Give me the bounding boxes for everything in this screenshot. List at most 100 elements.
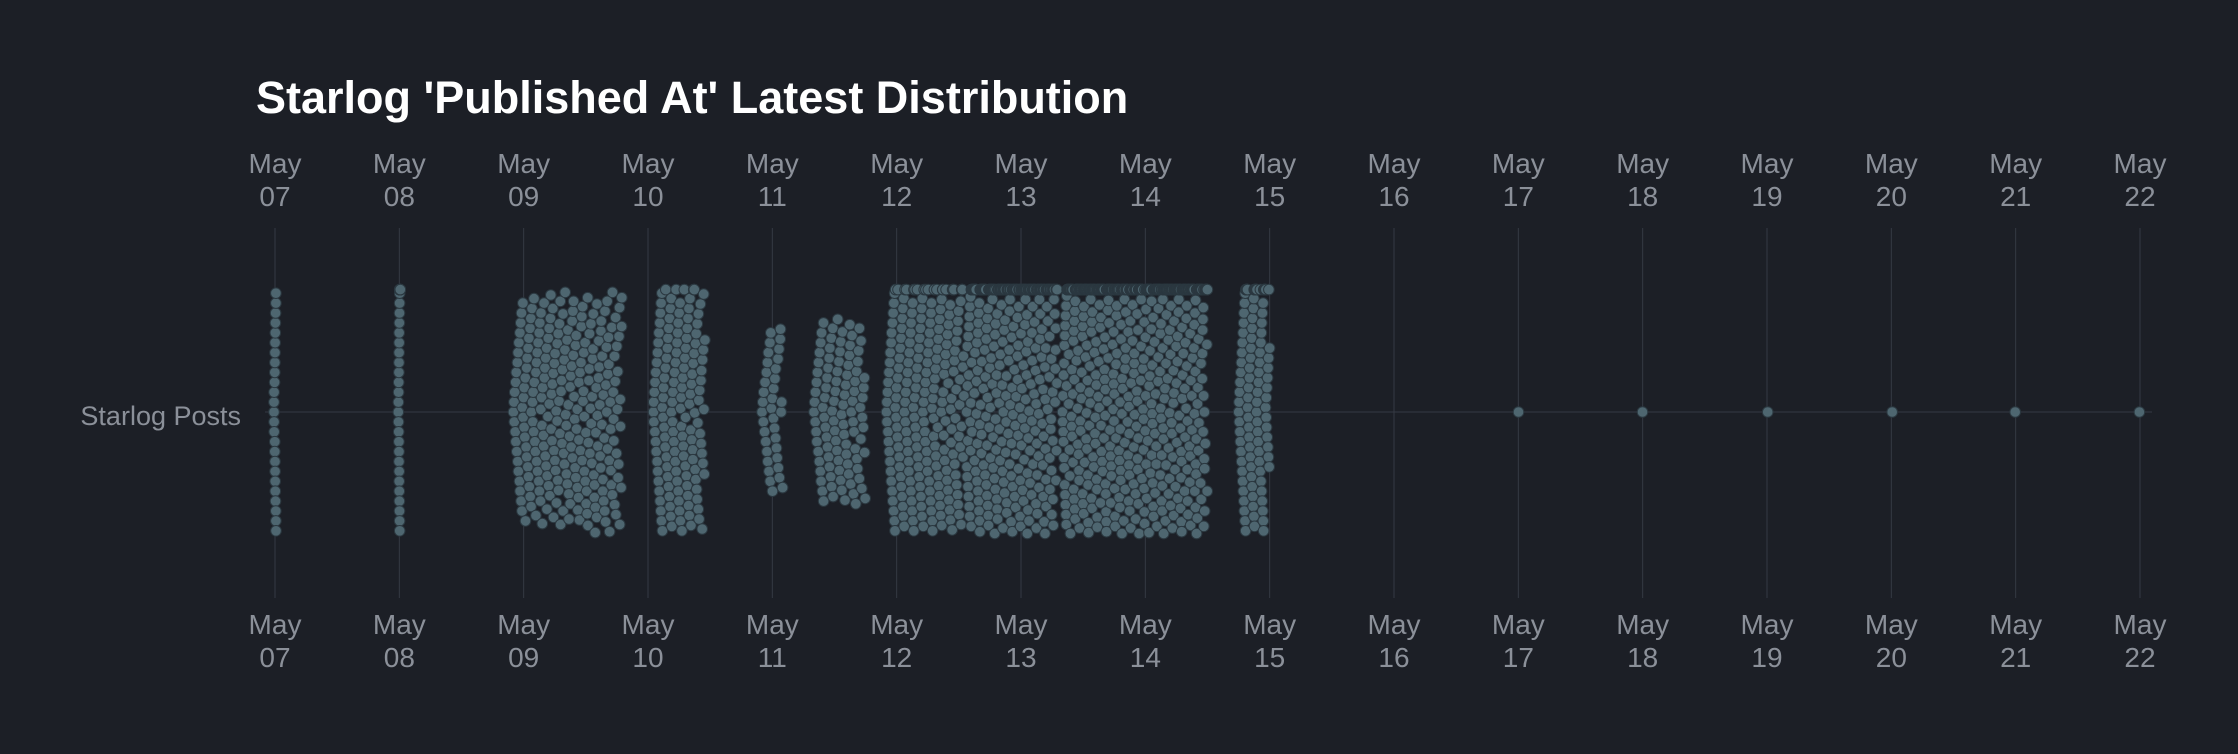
data-point — [270, 297, 282, 309]
data-point — [1047, 435, 1059, 447]
data-point — [608, 435, 620, 447]
data-point — [1144, 345, 1156, 357]
data-point — [1068, 373, 1081, 386]
data-point — [1132, 324, 1144, 336]
data-point — [1197, 390, 1210, 402]
data-point — [1015, 439, 1028, 452]
data-point — [1140, 303, 1152, 316]
data-point — [269, 317, 282, 329]
data-point — [613, 301, 626, 314]
data-point — [676, 525, 688, 537]
data-point — [1140, 492, 1153, 505]
data-point — [1160, 357, 1172, 370]
data-point — [1176, 392, 1189, 405]
data-point — [1051, 283, 1063, 296]
data-point — [1114, 474, 1127, 487]
data-point — [564, 498, 577, 510]
data-point — [594, 450, 607, 462]
tick-label-bottom-month: May — [373, 609, 426, 640]
data-point — [852, 355, 864, 368]
data-point — [567, 295, 580, 308]
data-point — [1198, 505, 1211, 517]
data-point — [393, 525, 406, 537]
data-point — [1077, 507, 1090, 520]
data-point — [988, 527, 1001, 540]
data-point — [1078, 456, 1091, 469]
data-point — [1189, 307, 1201, 319]
data-point — [1086, 306, 1099, 318]
data-point — [1154, 365, 1166, 378]
data-point — [1116, 408, 1128, 420]
data-point — [528, 292, 540, 305]
data-point — [1173, 409, 1185, 422]
data-point — [666, 520, 678, 533]
data-point — [918, 416, 930, 428]
data-point — [692, 308, 705, 320]
data-point — [1098, 432, 1110, 444]
tick-label-bottom-month: May — [1616, 609, 1669, 640]
data-point — [1188, 342, 1200, 354]
data-point — [1009, 448, 1022, 461]
data-point — [1201, 338, 1213, 351]
data-point — [903, 465, 915, 478]
data-point — [1190, 527, 1203, 540]
data-point — [954, 295, 967, 308]
data-point — [1049, 322, 1062, 335]
data-point — [765, 327, 777, 339]
data-point — [1072, 448, 1085, 461]
data-point — [674, 297, 686, 309]
data-point — [1058, 462, 1070, 474]
data-point — [1044, 423, 1057, 435]
data-point — [817, 317, 830, 329]
data-point — [1175, 525, 1188, 538]
data-point — [1060, 380, 1073, 392]
data-point — [1031, 507, 1044, 520]
data-point — [973, 297, 986, 309]
data-point — [1257, 525, 1270, 537]
tick-label-top-day: 19 — [1751, 181, 1782, 212]
data-point — [1046, 508, 1058, 521]
data-point — [683, 509, 696, 522]
tick-label-top-month: May — [373, 148, 426, 179]
data-point — [1089, 437, 1102, 450]
data-point — [1180, 402, 1192, 415]
data-point — [1167, 509, 1180, 522]
data-point — [962, 490, 975, 503]
data-point — [613, 330, 625, 343]
tick-label-top-day: 11 — [758, 181, 787, 212]
data-point — [811, 366, 824, 379]
data-point — [1101, 395, 1113, 408]
data-point — [838, 428, 850, 441]
data-point — [270, 287, 282, 300]
data-point — [695, 374, 707, 387]
data-point — [534, 495, 547, 507]
data-point — [616, 291, 628, 304]
tick-label-top-month: May — [995, 148, 1048, 179]
data-point — [393, 495, 406, 507]
data-point — [393, 435, 405, 448]
data-point — [1048, 308, 1061, 320]
tick-label-bottom-day: 15 — [1254, 642, 1285, 673]
data-point — [1256, 317, 1268, 329]
data-point — [1019, 393, 1032, 406]
data-point — [1188, 318, 1201, 331]
data-point — [1169, 463, 1181, 476]
data-point — [1196, 324, 1209, 336]
data-point — [1067, 456, 1079, 469]
data-point — [1003, 305, 1016, 318]
data-point — [1108, 415, 1120, 427]
data-point — [1042, 315, 1054, 327]
data-point — [949, 412, 962, 425]
data-point — [2009, 406, 2021, 418]
data-point — [1256, 307, 1269, 319]
data-point — [1119, 436, 1131, 449]
data-point — [270, 505, 282, 517]
data-point — [691, 493, 704, 506]
data-point — [1146, 359, 1159, 372]
data-point — [1181, 360, 1193, 372]
data-point — [1248, 520, 1261, 533]
data-point — [393, 356, 405, 369]
data-point — [853, 322, 866, 335]
data-point — [599, 516, 612, 528]
data-point — [965, 520, 977, 533]
